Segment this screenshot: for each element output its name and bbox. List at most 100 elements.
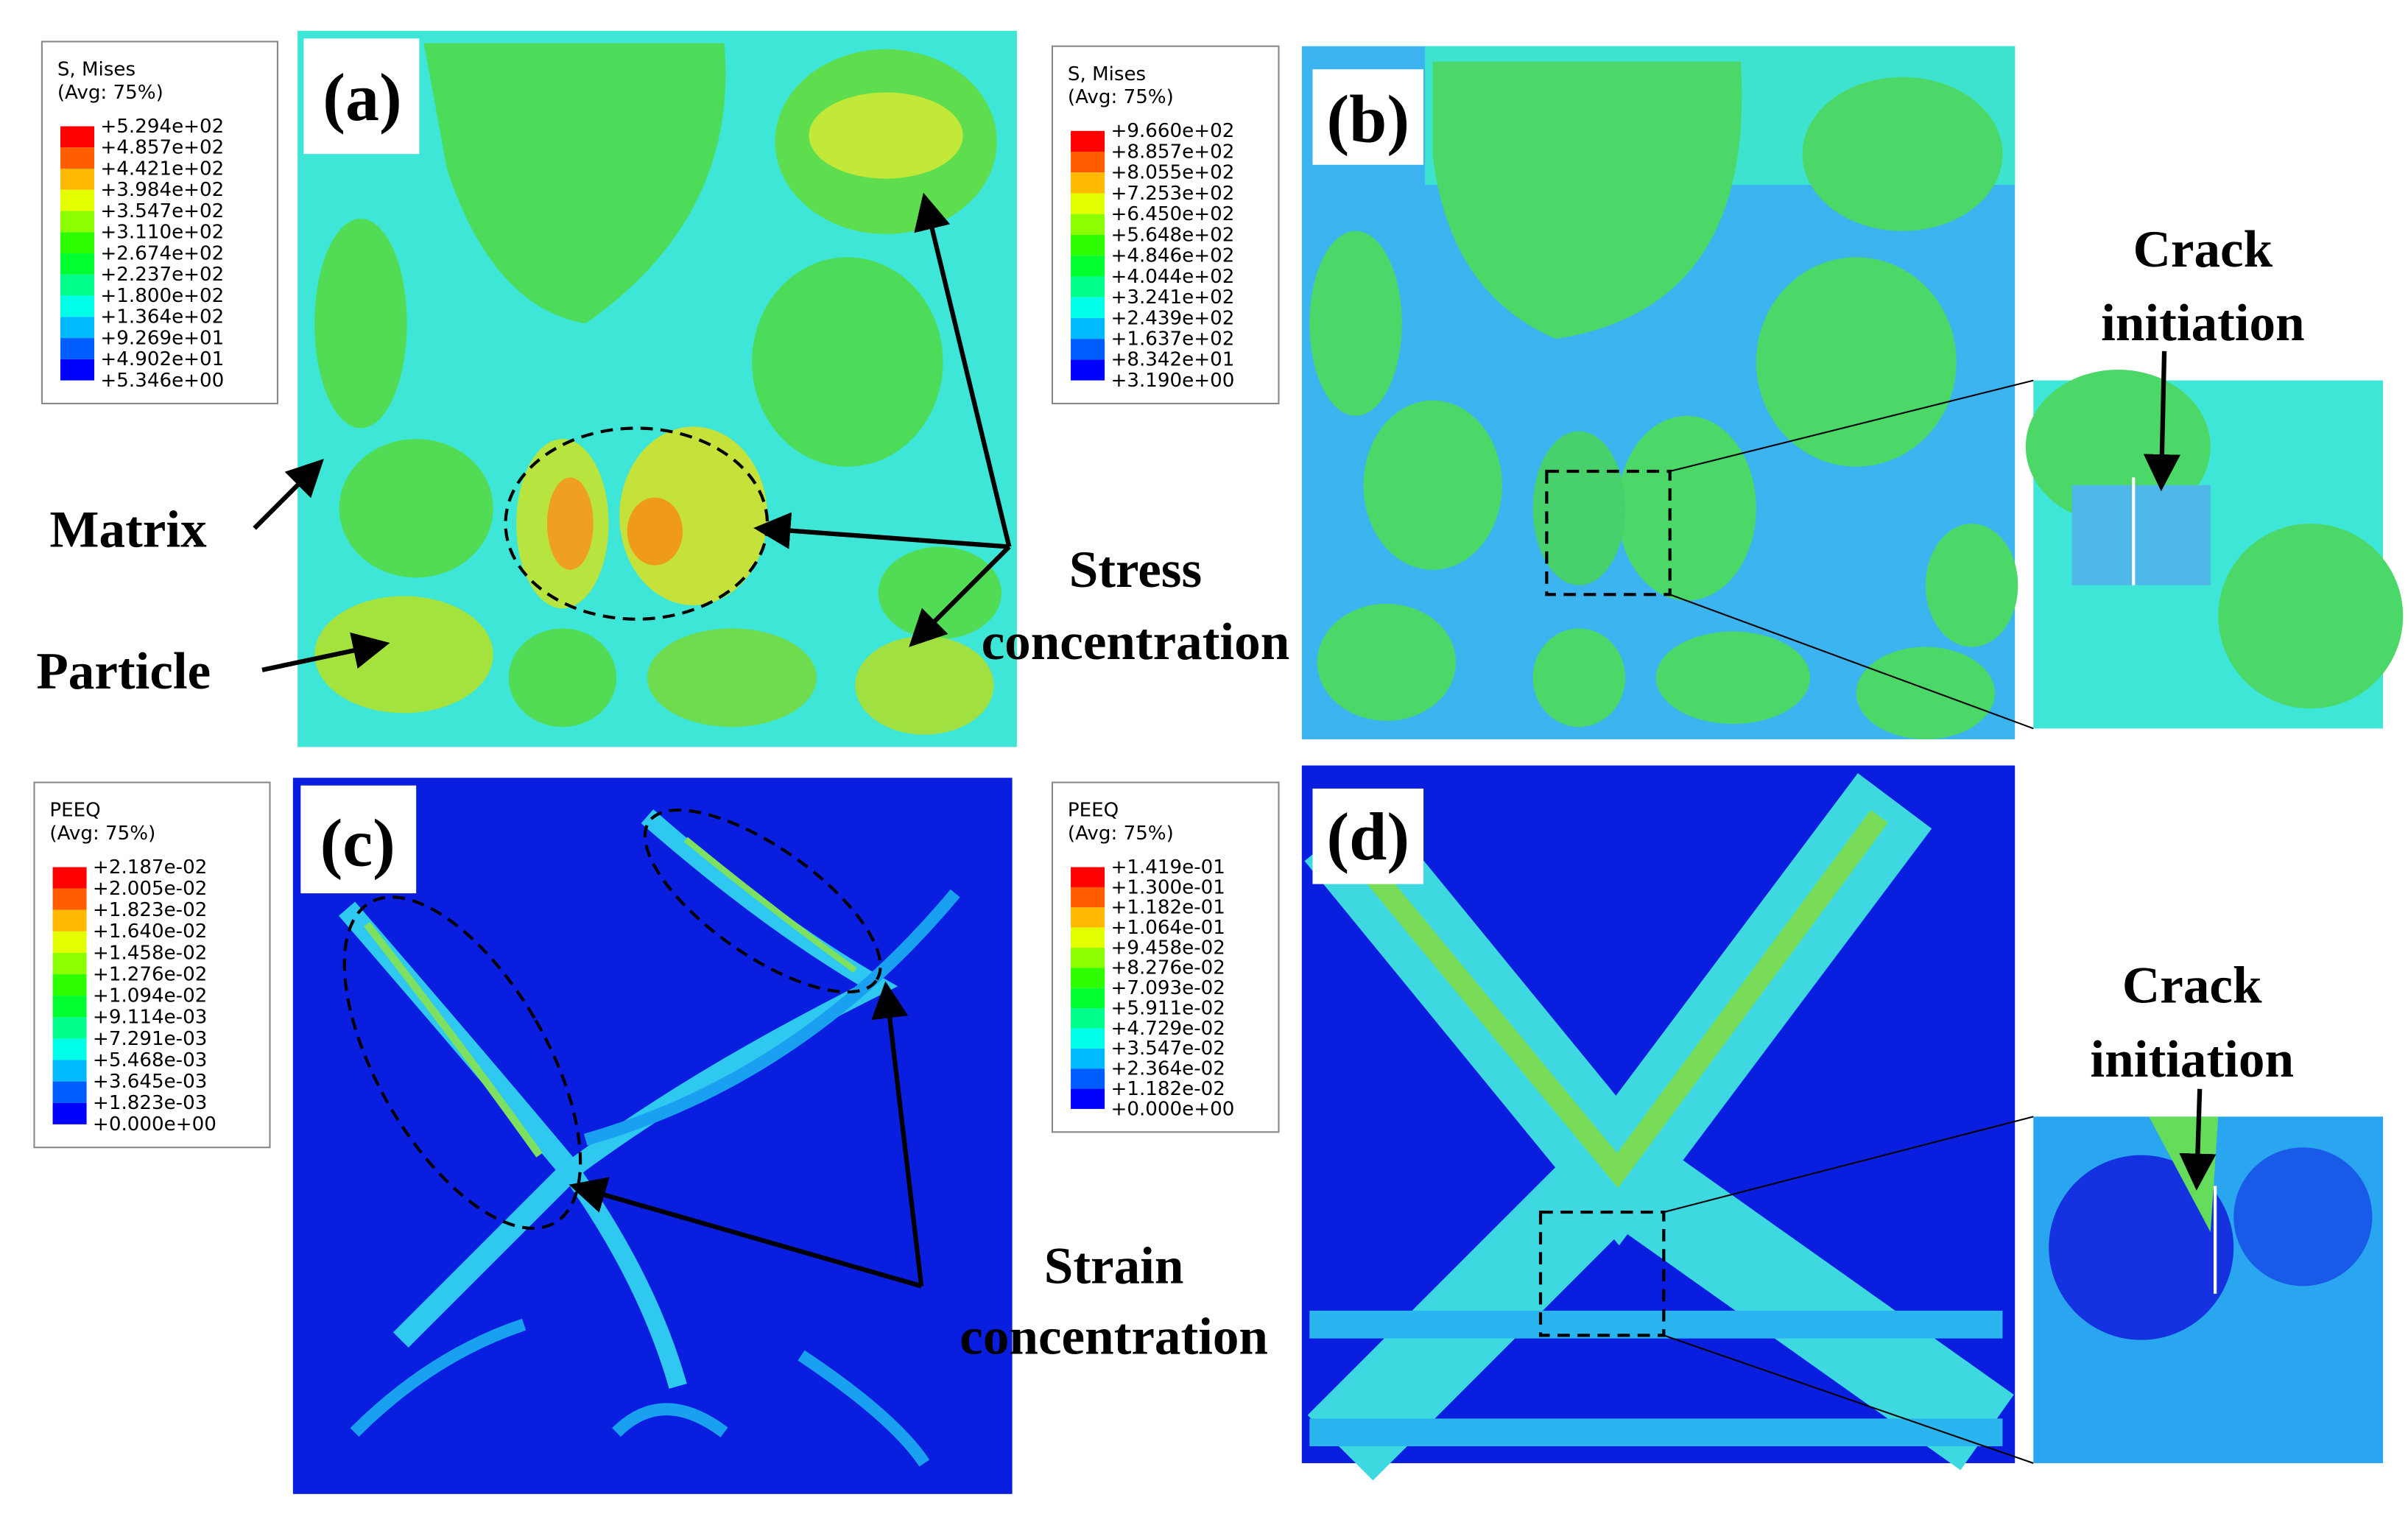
legend-swatch xyxy=(60,189,95,211)
legend-label: +8.857e+02 xyxy=(1110,141,1234,163)
legend-swatch xyxy=(1071,987,1105,1009)
legend-swatch xyxy=(52,952,87,975)
plot-d xyxy=(1301,765,2384,1481)
legend-swatch xyxy=(1071,948,1105,968)
legend-label: +6.450e+02 xyxy=(1110,203,1234,225)
legend-label: +2.237e+02 xyxy=(100,264,224,286)
annotation: Stress xyxy=(1069,541,1202,599)
legend-swatch xyxy=(1071,130,1105,152)
annotation: Matrix xyxy=(49,501,207,559)
legend-label: +4.902e+01 xyxy=(100,348,224,370)
legend-label: +4.421e+02 xyxy=(100,158,224,180)
legend-swatch xyxy=(60,359,95,381)
legend-label: +7.253e+02 xyxy=(1110,183,1234,205)
legend-label: +1.823e-02 xyxy=(93,899,207,921)
legend-label: +2.187e-02 xyxy=(93,856,207,879)
legend-swatch xyxy=(1071,193,1105,214)
legend-label: +1.182e-01 xyxy=(1110,897,1225,919)
legend-swatch xyxy=(52,931,87,953)
legend-label: +7.093e-02 xyxy=(1110,977,1225,999)
legend-label: +8.276e-02 xyxy=(1110,957,1225,979)
legend-swatch xyxy=(1071,867,1105,887)
legend-swatch xyxy=(60,317,95,339)
legend-label: +1.364e+02 xyxy=(100,306,224,328)
panel-label: (d) xyxy=(1327,799,1409,874)
legend-label: +1.094e-02 xyxy=(93,985,207,1007)
plot-a xyxy=(298,30,1017,747)
legend-swatch xyxy=(52,1102,87,1124)
legend-label: +4.044e+02 xyxy=(1110,266,1234,288)
legend-label: +1.276e-02 xyxy=(93,963,207,985)
legend-label: +1.637e+02 xyxy=(1110,328,1234,351)
legend-label: +4.846e+02 xyxy=(1110,245,1234,267)
legend-swatch xyxy=(60,338,95,359)
legend-swatch xyxy=(1071,297,1105,318)
legend-label: +9.660e+02 xyxy=(1110,120,1234,142)
annotation: Particle xyxy=(36,643,211,700)
legend-swatch xyxy=(60,295,95,317)
legend-label: +5.648e+02 xyxy=(1110,224,1234,246)
legend-label: +3.547e+02 xyxy=(100,200,224,222)
annotations: Matrix Particle Stress concentration Str… xyxy=(36,221,2304,1366)
legend-label: +3.110e+02 xyxy=(100,222,224,244)
legend-label: +3.241e+02 xyxy=(1110,286,1234,309)
legend-label: +7.291e-03 xyxy=(93,1028,207,1050)
legend-swatch xyxy=(1071,1068,1105,1089)
legend-swatch xyxy=(1071,1008,1105,1029)
legend-swatch xyxy=(60,232,95,254)
legend-swatch xyxy=(1071,359,1105,381)
legend-swatch xyxy=(60,274,95,296)
legend-label: +1.640e-02 xyxy=(93,920,207,943)
legend-swatch xyxy=(52,1017,87,1039)
legend-subtitle: (Avg: 75%) xyxy=(1068,823,1174,845)
legend-label: +2.674e+02 xyxy=(100,242,224,264)
annotation: Crack xyxy=(2133,221,2273,278)
annotation: initiation xyxy=(2090,1031,2294,1088)
legend-swatch xyxy=(1071,907,1105,928)
legend-label: +1.300e-01 xyxy=(1110,876,1225,898)
legend-swatch xyxy=(1071,276,1105,297)
legend-label: +5.468e-03 xyxy=(93,1049,207,1071)
legend-swatch xyxy=(1071,317,1105,339)
legend-label: +3.190e+00 xyxy=(1110,370,1234,392)
legend-swatch xyxy=(1071,1048,1105,1069)
legend-title: S, Mises xyxy=(1068,63,1146,85)
legend-swatch xyxy=(1071,339,1105,360)
legend-swatch xyxy=(1071,1088,1105,1109)
annotation: concentration xyxy=(982,613,1290,671)
legend-swatch xyxy=(60,126,95,148)
legend-label: +2.005e-02 xyxy=(93,878,207,900)
legend-label: +8.055e+02 xyxy=(1110,162,1234,184)
legend-label: +1.458e-02 xyxy=(93,942,207,964)
annotation: initiation xyxy=(2101,295,2305,352)
legend-label: +0.000e+00 xyxy=(93,1113,216,1136)
legend-label: +2.364e-02 xyxy=(1110,1058,1225,1080)
legend-swatch xyxy=(52,1060,87,1082)
legend-title: S, Mises xyxy=(57,58,135,80)
legend-label: +1.800e+02 xyxy=(100,285,224,307)
legend-label: +3.984e+02 xyxy=(100,179,224,201)
legend-title: PEEQ xyxy=(49,800,100,822)
annotation: concentration xyxy=(960,1308,1268,1365)
legend-title: PEEQ xyxy=(1068,800,1119,822)
legend-swatch xyxy=(1071,968,1105,988)
legend-swatch xyxy=(1071,1028,1105,1049)
legend-label: +0.000e+00 xyxy=(1110,1098,1234,1120)
legend-swatch xyxy=(52,888,87,910)
legend-label: +3.547e-02 xyxy=(1110,1038,1225,1060)
plot-c xyxy=(292,778,1013,1494)
legend-swatch xyxy=(1071,927,1105,948)
legend-label: +9.269e+01 xyxy=(100,327,224,349)
legend-label: +1.419e-01 xyxy=(1110,856,1225,879)
legend-label: +2.439e+02 xyxy=(1110,307,1234,329)
legend-swatch xyxy=(1071,887,1105,908)
legend-swatch xyxy=(60,253,95,275)
legend-label: +5.911e-02 xyxy=(1110,997,1225,1019)
legend-swatch xyxy=(1071,256,1105,277)
legend-label: +4.857e+02 xyxy=(100,137,224,159)
legend-label: +9.114e-03 xyxy=(93,1007,207,1029)
panel-label: (a) xyxy=(323,60,401,135)
legend-swatch xyxy=(60,211,95,233)
legend-label: +1.823e-03 xyxy=(93,1092,207,1114)
